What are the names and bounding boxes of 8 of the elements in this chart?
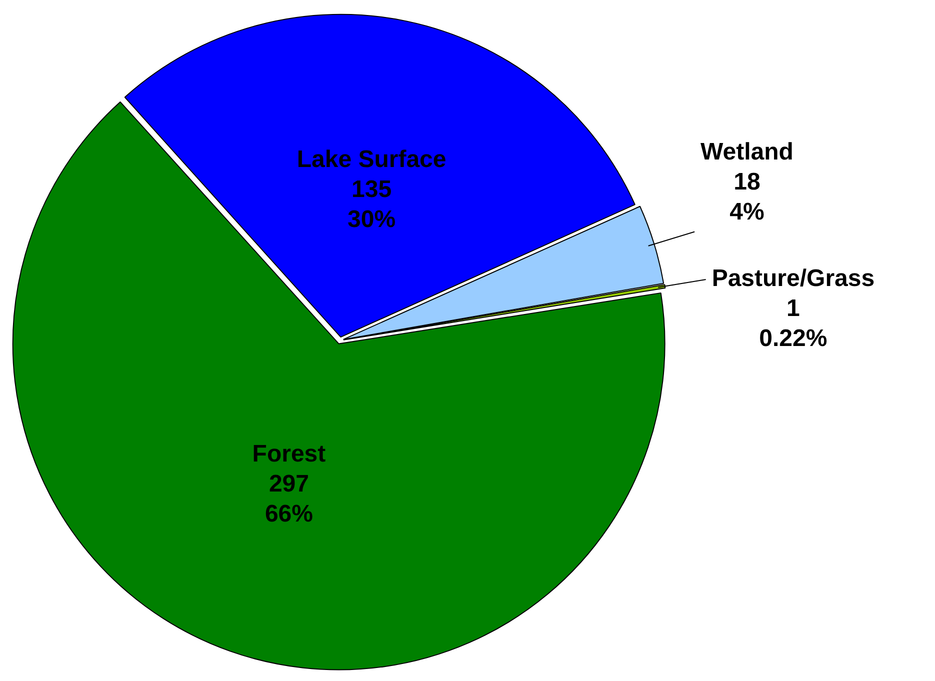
slice-label: Lake Surface (296, 146, 446, 174)
data-label: 297 66% (264, 470, 313, 528)
slice-label: Forest (252, 440, 326, 468)
data-label: 135 30% (348, 176, 396, 234)
slice-label: Wetland (700, 138, 794, 166)
data-label: 1 0.22% (759, 295, 828, 352)
data-label: 18 4% (730, 168, 764, 226)
slice-label: Pasture/Grass (712, 265, 875, 292)
